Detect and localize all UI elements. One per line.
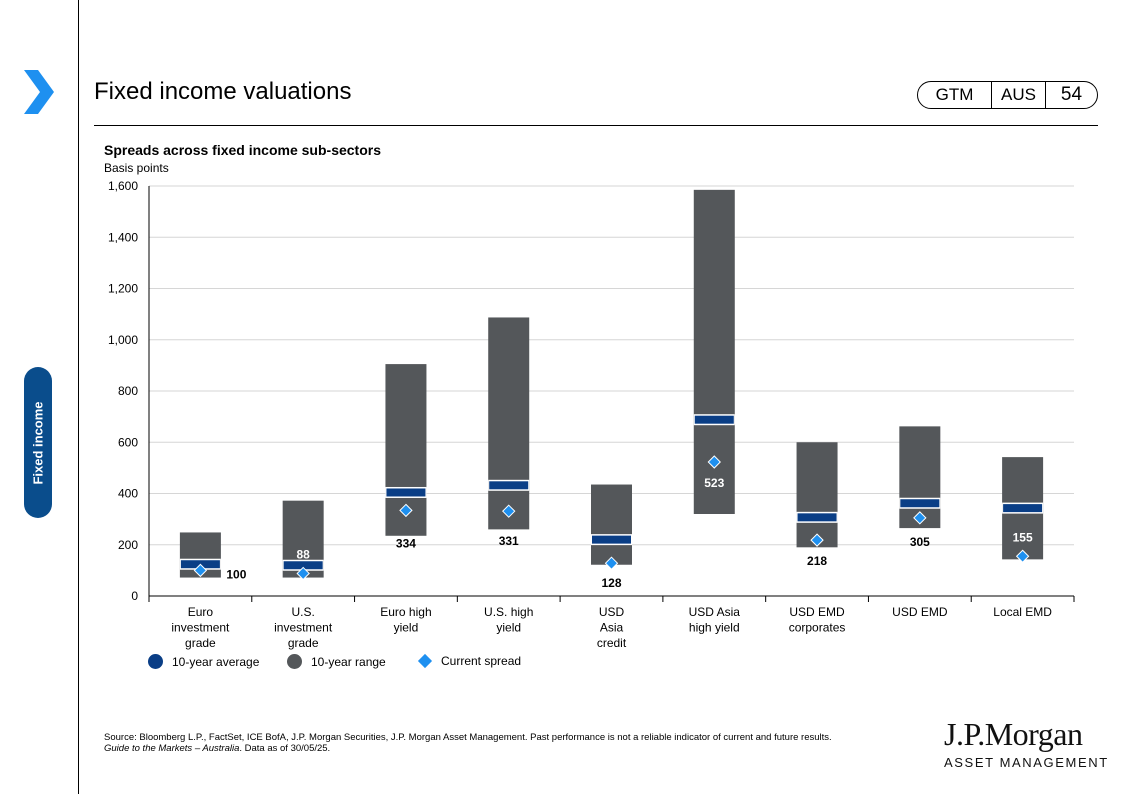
badge-region: AUS [992, 82, 1046, 108]
current-spread-marker [604, 556, 619, 570]
x-category-label: USD EMD [892, 605, 948, 619]
average-marker [900, 499, 940, 508]
x-category-label-line: credit [597, 636, 627, 650]
x-category-label-line: Local EMD [993, 605, 1052, 619]
legend-range-label: 10-year range [311, 654, 386, 669]
legend-current-swatch [417, 653, 433, 669]
guide-line: Guide to the Markets – Australia. Data a… [104, 743, 904, 754]
average-marker [694, 415, 734, 424]
x-category-label: Local EMD [993, 605, 1052, 619]
x-category-label-line: USD EMD [892, 605, 948, 619]
logo-subtitle: ASSET MANAGEMENT [944, 755, 1109, 770]
x-category-label-line: USD Asia [689, 605, 741, 619]
x-category-label-line: investment [171, 621, 230, 635]
current-spread-label: 88 [296, 547, 310, 561]
current-spread-marker [193, 563, 208, 578]
y-tick-label: 1,400 [108, 230, 138, 244]
page-badge: GTM AUS 54 [917, 81, 1098, 109]
x-category-label-line: USD EMD [789, 605, 845, 619]
average-marker [489, 481, 529, 490]
x-category-label: USD Asia high yield [689, 605, 741, 635]
x-category-label-line: high yield [689, 621, 740, 635]
y-tick-label: 200 [118, 538, 138, 552]
source-text: Source: Bloomberg L.P., FactSet, ICE Bof… [104, 732, 832, 743]
badge-guide: GTM [918, 82, 992, 108]
current-spread-label: 334 [396, 536, 416, 550]
section-tab-fixed-income[interactable]: Fixed income [24, 367, 52, 518]
y-tick-label: 600 [118, 435, 138, 449]
current-spread-label: 305 [910, 535, 930, 549]
x-category-label-line: Asia [600, 621, 624, 635]
x-category-label-line: U.S. [291, 605, 314, 619]
x-category-label: Euro high yield [380, 605, 431, 635]
x-category-label-line: USD [599, 605, 625, 619]
current-spread-marker [1015, 549, 1030, 563]
average-marker [386, 488, 426, 497]
y-tick-label: 1,000 [108, 333, 138, 347]
legend-average-swatch [148, 654, 163, 669]
current-spread-marker [502, 504, 516, 518]
x-category-label-line: Euro high [380, 605, 431, 619]
y-tick-label: 1,200 [108, 282, 138, 296]
current-spread-marker [913, 511, 927, 525]
average-marker [283, 561, 323, 570]
y-axis-unit-label: Basis points [104, 161, 169, 175]
range-bar [488, 317, 530, 530]
spreads-chart: 0 200 400 600 800 1,000 1,200 1,400 1,600 100 Euro… [108, 179, 1075, 650]
x-category-label-line: yield [496, 621, 521, 635]
chart-title: Spreads across fixed income sub-sectors [104, 142, 381, 158]
page-title: Fixed income valuations [94, 78, 352, 105]
average-marker [1003, 504, 1043, 513]
title-divider [94, 125, 1098, 126]
x-category-label-line: grade [185, 636, 216, 650]
x-category-label: U.S. investment grade [274, 605, 333, 650]
x-category-label-line: investment [274, 621, 333, 635]
x-category-label-line: grade [288, 636, 319, 650]
current-spread-marker [399, 503, 413, 518]
average-marker [797, 513, 837, 522]
y-tick-label: 400 [118, 487, 138, 501]
current-spread-label: 155 [1013, 530, 1033, 544]
x-category-label: Euro investment grade [171, 605, 230, 650]
x-category-label: USD Asia credit [597, 605, 627, 650]
as-of-date: . Data as of 30/05/25. [239, 743, 331, 754]
current-spread-marker [810, 533, 824, 547]
legend-current-label: Current spread [441, 654, 522, 668]
y-tick-label: 800 [118, 384, 138, 398]
current-spread-marker [707, 455, 721, 469]
legend-item-range: 10-year range [287, 654, 386, 669]
current-spread-marker [296, 566, 310, 581]
legend-range-swatch [287, 654, 302, 669]
average-marker [592, 535, 631, 544]
left-divider-line [78, 0, 79, 794]
section-tab-label: Fixed income [30, 400, 46, 485]
x-category-label: USD EMD corporates [789, 605, 846, 635]
range-bar [591, 484, 632, 565]
legend-item-current: Current spread [417, 653, 522, 669]
x-category-label-line: yield [394, 621, 419, 635]
x-category-label-line: Euro [188, 605, 214, 619]
x-category-label: U.S. high yield [484, 605, 533, 635]
current-spread-label: 128 [601, 576, 621, 590]
chevron-right-icon [24, 70, 54, 114]
current-spread-label: 100 [226, 567, 246, 581]
x-category-label-line: corporates [789, 621, 846, 635]
guide-title: Guide to the Markets – Australia [104, 743, 240, 754]
badge-page-number: 54 [1060, 84, 1083, 105]
logo-wordmark: J.P.Morgan [944, 716, 1083, 752]
current-spread-label: 218 [807, 554, 827, 568]
source-note: Source: Bloomberg L.P., FactSet, ICE Bof… [104, 732, 904, 754]
y-tick-label: 1,600 [108, 179, 138, 193]
y-tick-label: 0 [131, 589, 138, 603]
current-spread-label: 523 [704, 476, 724, 490]
legend-average-label: 10-year average [172, 654, 260, 669]
jpmorgan-logo: J.P.Morgan ASSET MANAGEMENT [944, 716, 1109, 770]
current-spread-label: 331 [499, 534, 519, 548]
legend-item-average: 10-year average [148, 654, 259, 669]
x-category-label-line: U.S. high [484, 605, 533, 619]
range-bar [796, 442, 838, 548]
